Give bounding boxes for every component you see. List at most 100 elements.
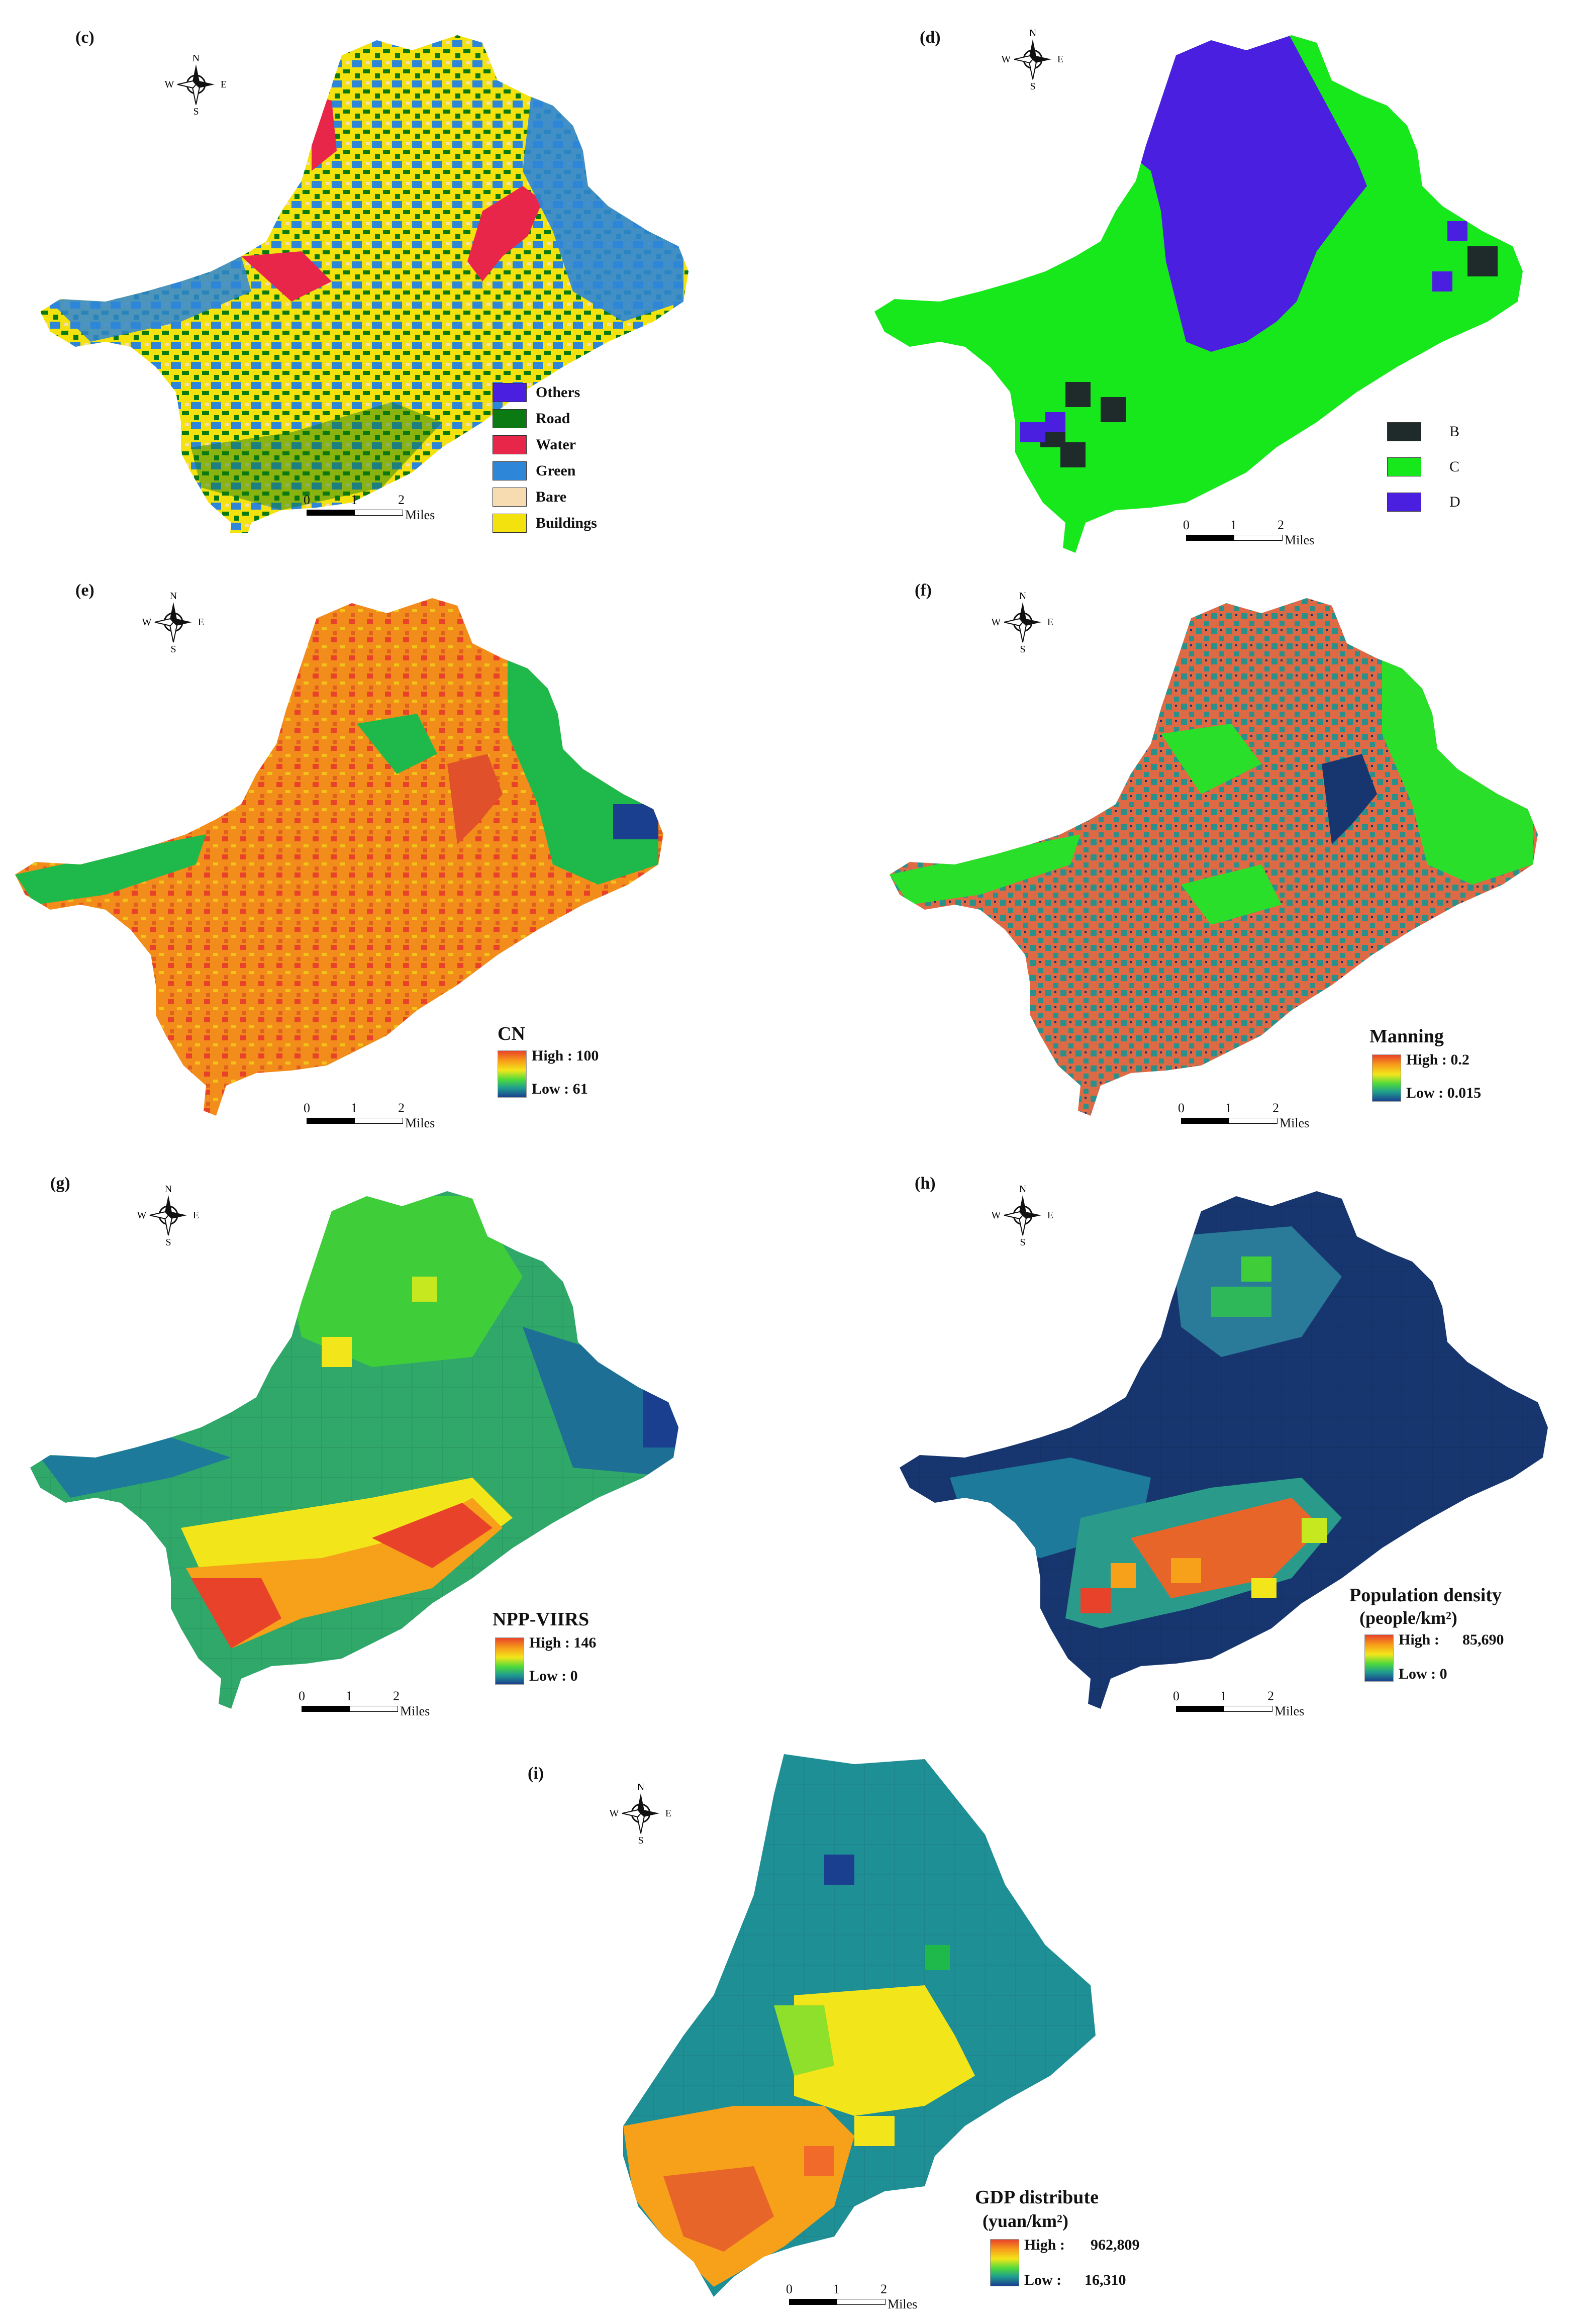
legend-low: Low : 61 <box>532 1081 588 1097</box>
color-ramp <box>495 1637 524 1685</box>
panel-f-manning: (f) N S W E Manning High : 0.2 Low <box>864 573 1568 1141</box>
population-map <box>900 1191 1548 1709</box>
compass-e: E <box>221 79 227 90</box>
compass-n: N <box>192 53 200 64</box>
svg-text:E: E <box>665 1808 671 1819</box>
legend-swatch <box>493 409 527 428</box>
color-ramp <box>498 1050 527 1098</box>
cn-map <box>15 598 663 1116</box>
scale-bar: 0 1 2 Miles <box>786 2282 918 2311</box>
legend-high-value: 85,690 <box>1462 1631 1504 1648</box>
scale-bar: 0 1 2 Miles <box>1183 518 1315 547</box>
legend-swatch <box>493 461 527 480</box>
svg-text:S: S <box>638 1835 643 1845</box>
legend-high-prefix: High : <box>1399 1631 1439 1648</box>
legend-label: Green <box>536 462 576 479</box>
legend-title: NPP-VIIRS <box>493 1609 590 1630</box>
legend-high: High : 0.2 <box>1406 1051 1469 1068</box>
svg-text:W: W <box>142 617 152 628</box>
svg-text:S: S <box>1030 81 1035 90</box>
svg-text:W: W <box>992 1210 1001 1221</box>
north-arrow-icon: N S W E <box>990 1181 1055 1248</box>
north-arrow-icon: N S W E <box>163 50 229 117</box>
panel-e-cn: (e) N S W E CN High : 100 Low : 61 <box>0 573 704 1141</box>
legend-unit: (people/km²) <box>1359 1608 1457 1628</box>
scale-bar: 0 1 2 Miles <box>1173 1689 1305 1718</box>
legend-title: CN <box>498 1023 525 1044</box>
compass-w: W <box>165 79 174 90</box>
svg-text:E: E <box>1047 617 1053 628</box>
north-arrow-icon: N S W E <box>136 1181 201 1248</box>
legend-label: B <box>1449 423 1460 440</box>
panel-d-soil: (d) N S W E <box>864 20 1538 553</box>
scale-tick-0: 0 <box>304 493 310 507</box>
legend-high: High : 146 <box>529 1634 597 1651</box>
scale-tick-2: 2 <box>398 493 405 507</box>
north-arrow-icon: N S W E <box>608 1779 673 1846</box>
svg-text:S: S <box>170 644 176 653</box>
legend-high-value: 962,809 <box>1091 2237 1140 2253</box>
gdp-map <box>623 1754 1096 2297</box>
svg-text:W: W <box>992 617 1001 628</box>
legend-unit: (yuan/km²) <box>983 2211 1068 2231</box>
svg-text:N: N <box>1029 28 1036 39</box>
north-arrow-icon: N S W E <box>1000 25 1065 92</box>
legend-low: Low : 0.015 <box>1406 1085 1482 1101</box>
north-arrow-icon: N S W E <box>990 588 1055 655</box>
svg-text:N: N <box>165 1184 172 1195</box>
svg-text:W: W <box>137 1210 147 1221</box>
legend-low-value: 16,310 <box>1085 2272 1126 2288</box>
svg-text:E: E <box>193 1210 199 1221</box>
svg-text:N: N <box>1019 1184 1026 1195</box>
landuse-map <box>40 35 689 533</box>
svg-text:W: W <box>610 1808 619 1819</box>
color-ramp <box>1364 1634 1394 1682</box>
scale-bar: 0 1 2 Miles <box>302 493 452 523</box>
panel-label: (f) <box>915 581 932 600</box>
svg-text:S: S <box>165 1237 171 1246</box>
legend-swatch <box>493 488 527 507</box>
legend-low-prefix: Low : <box>1024 2272 1062 2288</box>
color-ramp <box>1372 1054 1401 1102</box>
compass-s: S <box>193 106 199 116</box>
svg-text:E: E <box>198 617 204 628</box>
panel-label: (e) <box>75 581 94 600</box>
legend-title: Manning <box>1369 1026 1444 1047</box>
svg-text:S: S <box>1020 1237 1025 1246</box>
legend-low: Low : 0 <box>1399 1666 1447 1682</box>
legend-label: Water <box>536 436 576 453</box>
legend-high: High : 100 <box>532 1047 599 1064</box>
panel-label: (i) <box>528 1764 544 1783</box>
scale-bar: 0 1 2 Miles <box>1178 1101 1310 1130</box>
legend-swatch <box>1387 493 1421 512</box>
panel-i-gdp: (i) N S W E <box>442 1749 1166 2317</box>
panel-g-nightlight: (g) N S W E <box>0 1166 704 1729</box>
soil-group-map <box>874 35 1523 553</box>
legend-swatch <box>1387 457 1421 476</box>
legend-high-prefix: High : <box>1024 2237 1065 2253</box>
legend-swatch <box>493 514 527 533</box>
panel-label: (g) <box>50 1174 70 1193</box>
nightlight-map <box>30 1191 678 1709</box>
legend-label: Others <box>536 384 580 401</box>
svg-text:W: W <box>1002 54 1011 65</box>
svg-text:N: N <box>1019 591 1026 602</box>
scale-bar: 0 1 2 Miles <box>304 1101 435 1130</box>
svg-text:N: N <box>637 1782 644 1793</box>
panel-label: (d) <box>920 28 941 47</box>
legend-title: Population density <box>1349 1585 1502 1606</box>
panel-label: (c) <box>75 28 94 47</box>
svg-text:E: E <box>1047 1210 1053 1221</box>
legend-swatch <box>493 383 527 402</box>
scale-bar: 0 1 2 Miles <box>299 1689 430 1718</box>
legend-title: GDP distribute <box>975 2187 1099 2208</box>
legend-label: Buildings <box>536 515 597 531</box>
north-arrow-icon: N S W E <box>141 588 206 655</box>
svg-text:E: E <box>1057 54 1063 65</box>
color-ramp <box>990 2239 1019 2286</box>
svg-text:S: S <box>1020 644 1025 653</box>
panel-h-population: (h) N S W E <box>864 1166 1568 1729</box>
legend-low: Low : 0 <box>529 1668 578 1684</box>
panel-label: (h) <box>915 1174 936 1193</box>
legend-swatch <box>1387 422 1421 441</box>
